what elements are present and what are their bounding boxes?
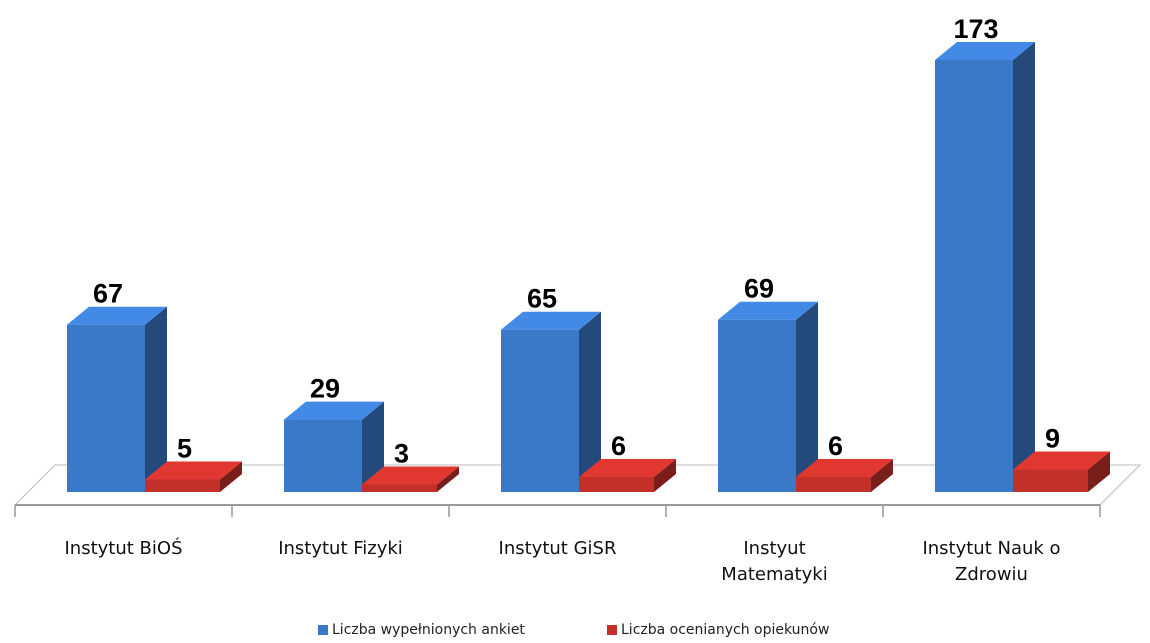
legend-swatch <box>318 625 328 635</box>
x-tick-label: Instyut Matematyki <box>721 538 828 585</box>
bar-top <box>796 459 893 478</box>
value-label: 67 <box>93 279 123 309</box>
bar <box>796 477 871 492</box>
bar-top <box>67 306 167 325</box>
value-label: 69 <box>744 274 774 304</box>
value-label: 6 <box>828 431 843 461</box>
bar-side <box>796 301 818 492</box>
bar-top <box>501 311 601 330</box>
bar <box>362 484 437 492</box>
bar <box>718 319 796 492</box>
legend-swatch <box>607 625 617 635</box>
value-label: 5 <box>177 434 192 464</box>
bar-side <box>220 461 242 492</box>
bar-top <box>145 461 242 480</box>
bar <box>284 419 362 492</box>
bar-side <box>654 459 676 492</box>
bar-side <box>871 459 893 492</box>
bar-top <box>935 42 1035 60</box>
legend-item: Liczba ocenianych opiekunów <box>607 622 829 638</box>
bar-side <box>437 466 459 492</box>
legend-item: Liczba wypełnionych ankiet <box>318 622 525 638</box>
bar-side <box>145 306 167 492</box>
bar-side <box>362 401 384 492</box>
bar-side <box>1088 451 1110 492</box>
value-label: 173 <box>953 14 998 44</box>
legend-label: Liczba wypełnionych ankiet <box>332 622 525 638</box>
bar-side <box>1013 42 1035 492</box>
bar-side <box>579 311 601 492</box>
bar-top <box>718 301 818 320</box>
bar <box>501 329 579 492</box>
value-label: 29 <box>310 374 340 404</box>
bar <box>579 477 654 492</box>
legend-label: Liczba ocenianych opiekunów <box>621 622 830 638</box>
bar <box>145 479 220 492</box>
bar <box>1013 469 1088 492</box>
bar-top <box>362 466 459 485</box>
value-label: 65 <box>527 284 557 314</box>
bar-top <box>579 459 676 478</box>
x-tick-label: Instytut BiOŚ <box>64 538 183 559</box>
value-label: 9 <box>1045 424 1060 454</box>
bar-top <box>284 401 384 420</box>
bar <box>67 324 145 492</box>
value-label: 6 <box>611 431 626 461</box>
x-tick-label: Instytut Fizyki <box>278 538 403 559</box>
value-label: 3 <box>394 439 409 469</box>
x-tick-label: Instytut Nauk o Zdrowiu <box>922 538 1061 585</box>
bar <box>935 60 1013 492</box>
bar-top <box>1013 451 1110 470</box>
x-tick-label: Instytut GiSR <box>498 538 617 559</box>
